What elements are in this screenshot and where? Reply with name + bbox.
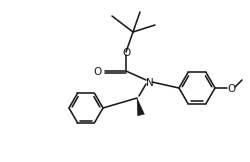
Text: O: O <box>227 84 235 94</box>
Text: O: O <box>122 48 130 58</box>
Text: N: N <box>146 78 153 88</box>
Polygon shape <box>136 98 144 116</box>
Text: O: O <box>94 67 102 77</box>
